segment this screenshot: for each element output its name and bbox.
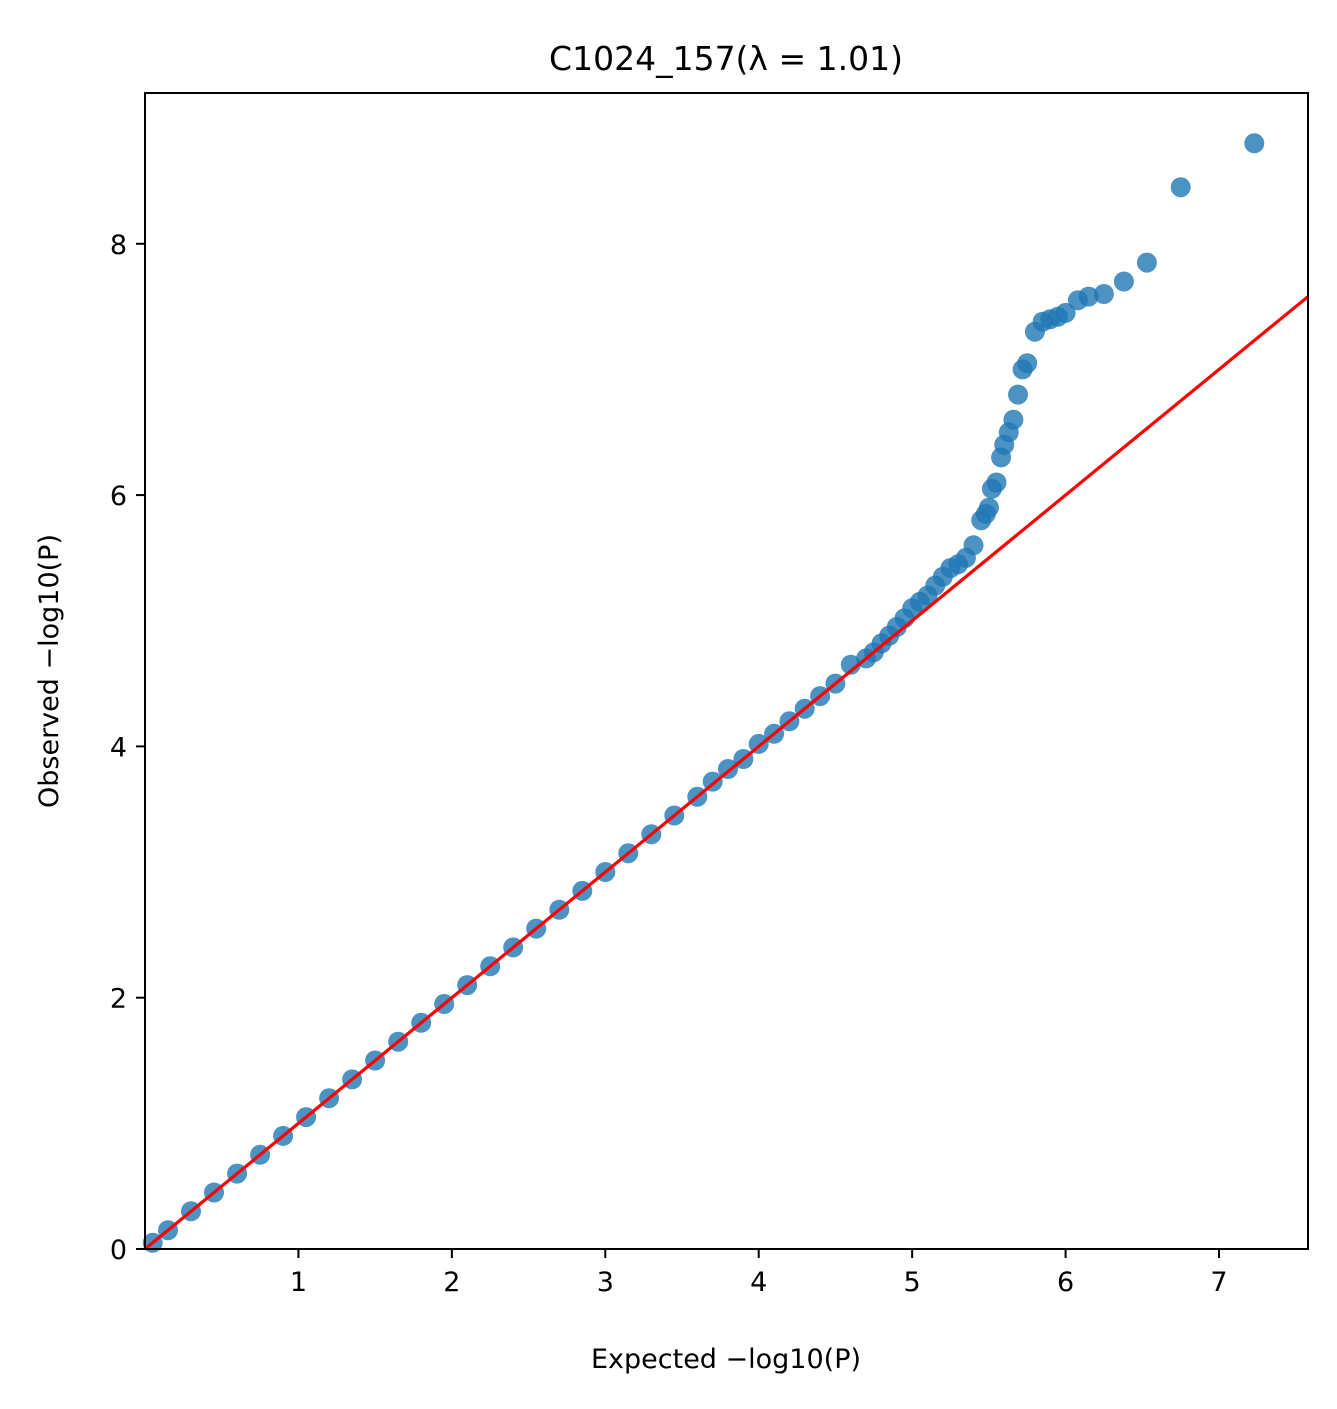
x-tick-label: 7 [1210, 1267, 1227, 1298]
data-point [1008, 384, 1028, 405]
y-tick-label: 0 [110, 1235, 127, 1266]
data-point [1170, 177, 1191, 198]
data-point [986, 472, 1007, 493]
data-point [978, 497, 999, 518]
data-point [963, 535, 984, 556]
data-point [1136, 252, 1157, 273]
data-point [1055, 302, 1076, 323]
data-point [840, 654, 861, 675]
y-tick-label: 2 [110, 984, 127, 1015]
x-tick-label: 2 [443, 1267, 460, 1298]
plot-frame [144, 92, 1309, 1250]
x-axis-ticks: 1 2 3 4 5 6 7 [290, 1249, 1228, 1298]
data-point [1244, 133, 1265, 154]
y-tick-label: 4 [110, 732, 127, 763]
x-tick-label: 4 [750, 1267, 767, 1298]
y-axis-ticks: 0 2 4 6 8 [110, 230, 145, 1266]
y-tick-label: 6 [110, 481, 127, 512]
data-point [1003, 409, 1024, 430]
chart-title: C1024_157(λ = 1.01) [549, 39, 903, 78]
data-point [1113, 271, 1134, 292]
reference-line [143, 295, 1310, 1251]
x-tick-label: 6 [1057, 1267, 1074, 1298]
data-point [1093, 284, 1114, 304]
data-point [1017, 353, 1038, 374]
x-tick-label: 1 [290, 1267, 307, 1298]
x-tick-label: 3 [597, 1267, 614, 1298]
x-axis-label: Expected −log10(P) [591, 1344, 861, 1375]
y-axis-label: Observed −log10(P) [34, 534, 65, 808]
y-tick-label: 8 [110, 230, 127, 261]
data-point [1078, 286, 1099, 307]
plot-background [145, 93, 1308, 1249]
x-tick-label: 5 [904, 1267, 921, 1298]
